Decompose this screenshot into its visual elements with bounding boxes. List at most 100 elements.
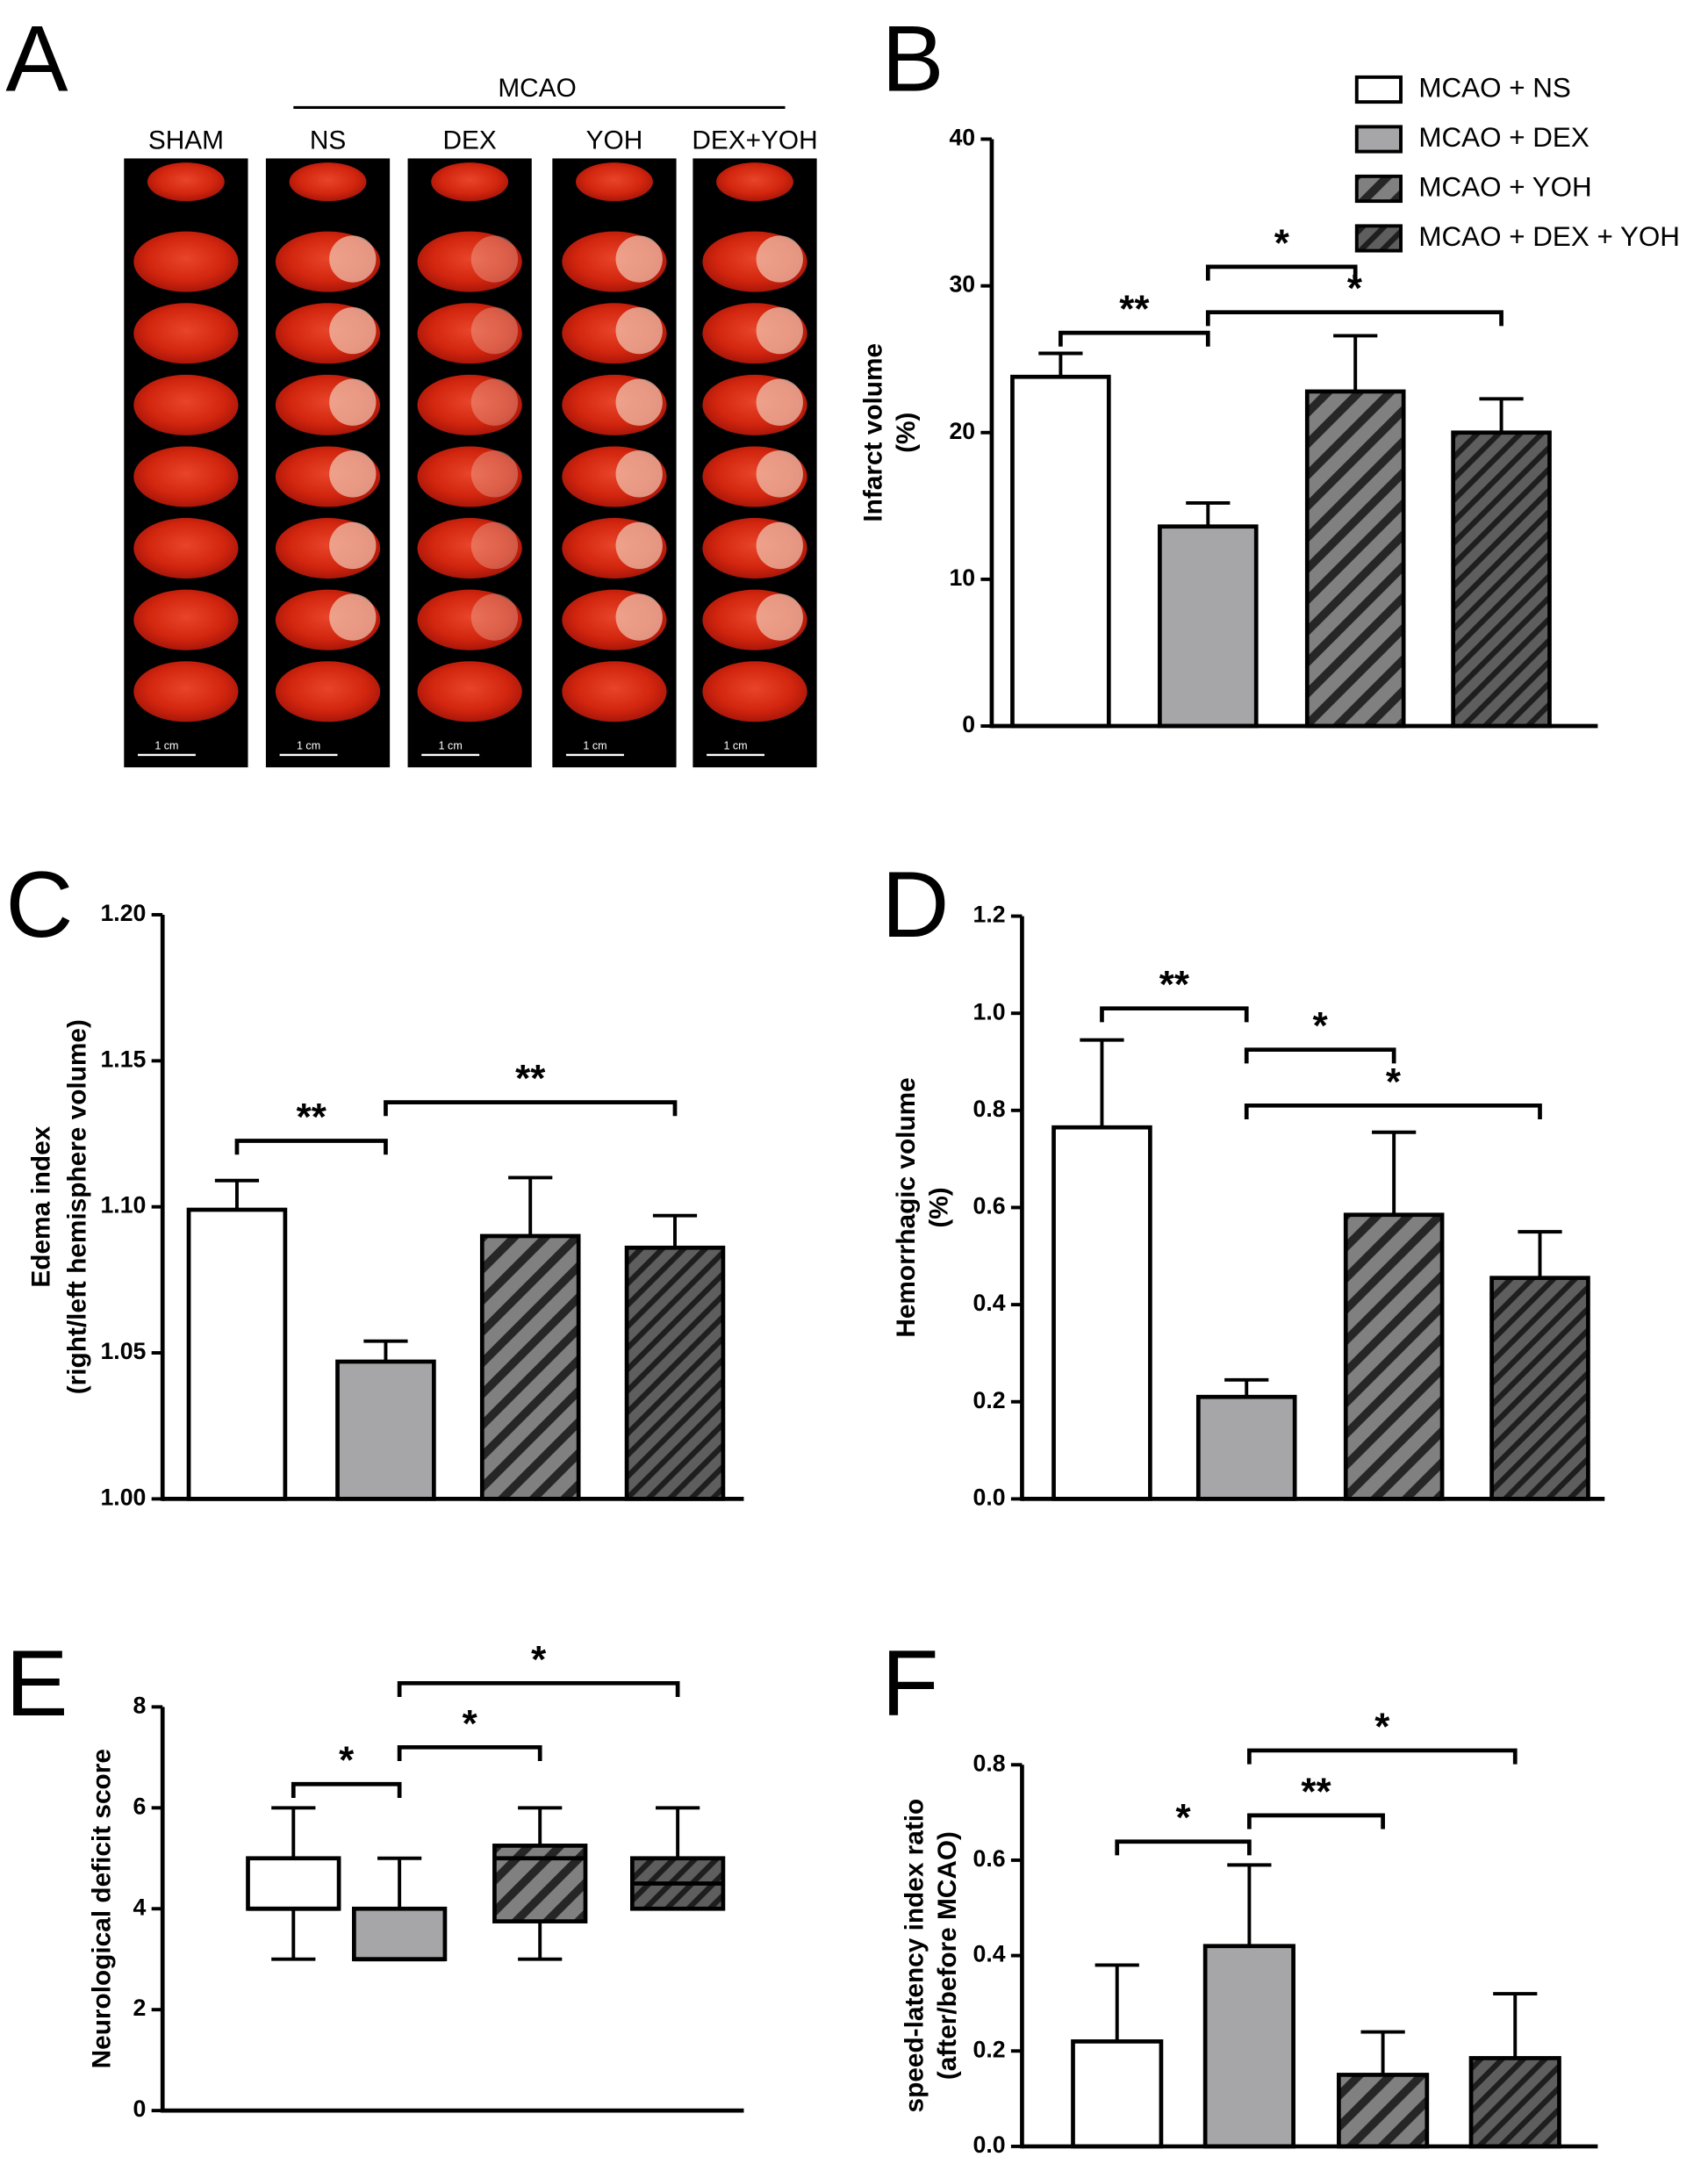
y-tick-label: 0.8 [973,1096,1006,1122]
infarct [329,593,377,641]
y-tick-label: 8 [133,1692,147,1718]
significance-label: * [1313,1004,1329,1047]
y-axis-title: (%) [925,1187,954,1227]
infarct [756,450,803,498]
y-tick-label: 2 [133,1995,147,2021]
scale-bar-label: 1 cm [154,740,178,752]
y-tick-label: 0.6 [973,1193,1006,1219]
slice [133,589,239,651]
y-tick-label: 6 [133,1793,147,1819]
slice [133,231,239,292]
infarct [756,521,803,570]
slice [417,661,522,723]
group-label: MCAO [498,74,576,103]
infarct [615,593,663,641]
y-tick-label: 1.05 [101,1338,147,1364]
y-tick-label: 0.0 [973,2132,1006,2158]
scale-bar-label: 1 cm [297,740,320,752]
slice [417,374,522,435]
y-tick-label: 1.0 [973,998,1006,1024]
y-axis-title: Hemorrhagic volume [892,1077,921,1337]
significance-bracket [1244,1047,1396,1064]
y-tick-label: 0 [133,2096,147,2122]
y-tick-label: 0.2 [973,2036,1006,2062]
infarct [756,235,803,283]
y-tick-label: 0.6 [973,1845,1006,1872]
legend-swatch [1354,224,1403,253]
significance-label: * [1374,1705,1390,1748]
significance-label: ** [297,1096,327,1139]
brain-slices [124,158,817,768]
y-tick-label: 1.00 [101,1484,147,1510]
bar [1010,374,1111,729]
slice [417,231,522,292]
bar [1195,1394,1297,1501]
y-tick-label: 4 [133,1894,147,1920]
y-tick-label: 0.4 [973,1290,1006,1316]
panel-letter: C [5,852,73,957]
slice [417,303,522,364]
y-axis-title: speed-latency index ratio [900,1799,929,2113]
y-axis-title: Neurological deficit score [88,1749,117,2068]
y-axis-title: Infarct volume [858,343,887,522]
scale-bar-label: 1 cm [439,740,463,752]
significance-bracket [1205,310,1503,327]
column-label: NS [310,126,346,155]
y-axis-title: (right/left hemisphere volume) [62,1019,91,1394]
y-axis-title: (%) [892,413,921,453]
y-tick-label: 0.8 [973,1750,1006,1776]
significance-bracket [1244,1103,1542,1119]
panel-letter: B [881,6,944,111]
panel-letter: A [5,6,68,111]
y-tick-label: 20 [949,418,975,444]
significance-bracket [234,1139,388,1155]
slice [562,661,667,723]
panel-letter: D [881,852,949,957]
infarct [329,521,377,570]
significance-label: * [531,1638,547,1681]
bar [335,1359,436,1501]
infarct [470,593,519,641]
infarct [470,450,519,498]
y-tick-label: 40 [949,125,975,151]
significance-label: ** [1301,1770,1331,1813]
significance-label: ** [1159,963,1190,1006]
slice [275,661,381,723]
bar [1337,2073,1430,2149]
bar [1489,1276,1590,1501]
slice [576,162,653,202]
bar [1202,1944,1295,2149]
infarct [615,235,663,283]
legend-label: MCAO + DEX [1418,122,1589,153]
infarct [756,593,803,641]
significance-label: * [463,1702,478,1745]
significance-bracket [397,1680,680,1698]
significance-bracket [384,1100,678,1117]
y-tick-label: 1.15 [101,1046,147,1072]
infarct [756,306,803,355]
slice [147,162,225,202]
y-tick-label: 1.10 [101,1192,147,1219]
bar [1451,430,1552,729]
infarct [329,450,377,498]
box [246,1856,341,1911]
column-label: DEX [443,126,497,155]
column-label: DEX+YOH [692,126,817,155]
significance-label: ** [515,1057,546,1100]
y-tick-label: 0.0 [973,1484,1006,1510]
slice [133,446,239,507]
infarct [329,378,377,426]
y-axis-title: Edema index [27,1125,56,1287]
legend-swatch [1354,125,1403,154]
bar [1343,1212,1445,1501]
infarct [470,521,519,570]
bar [624,1245,726,1501]
column-label: YOH [586,126,643,155]
slice [417,518,522,579]
infarct [615,378,663,426]
slice [289,162,367,202]
significance-label: * [1347,267,1363,310]
bar [1158,524,1259,729]
